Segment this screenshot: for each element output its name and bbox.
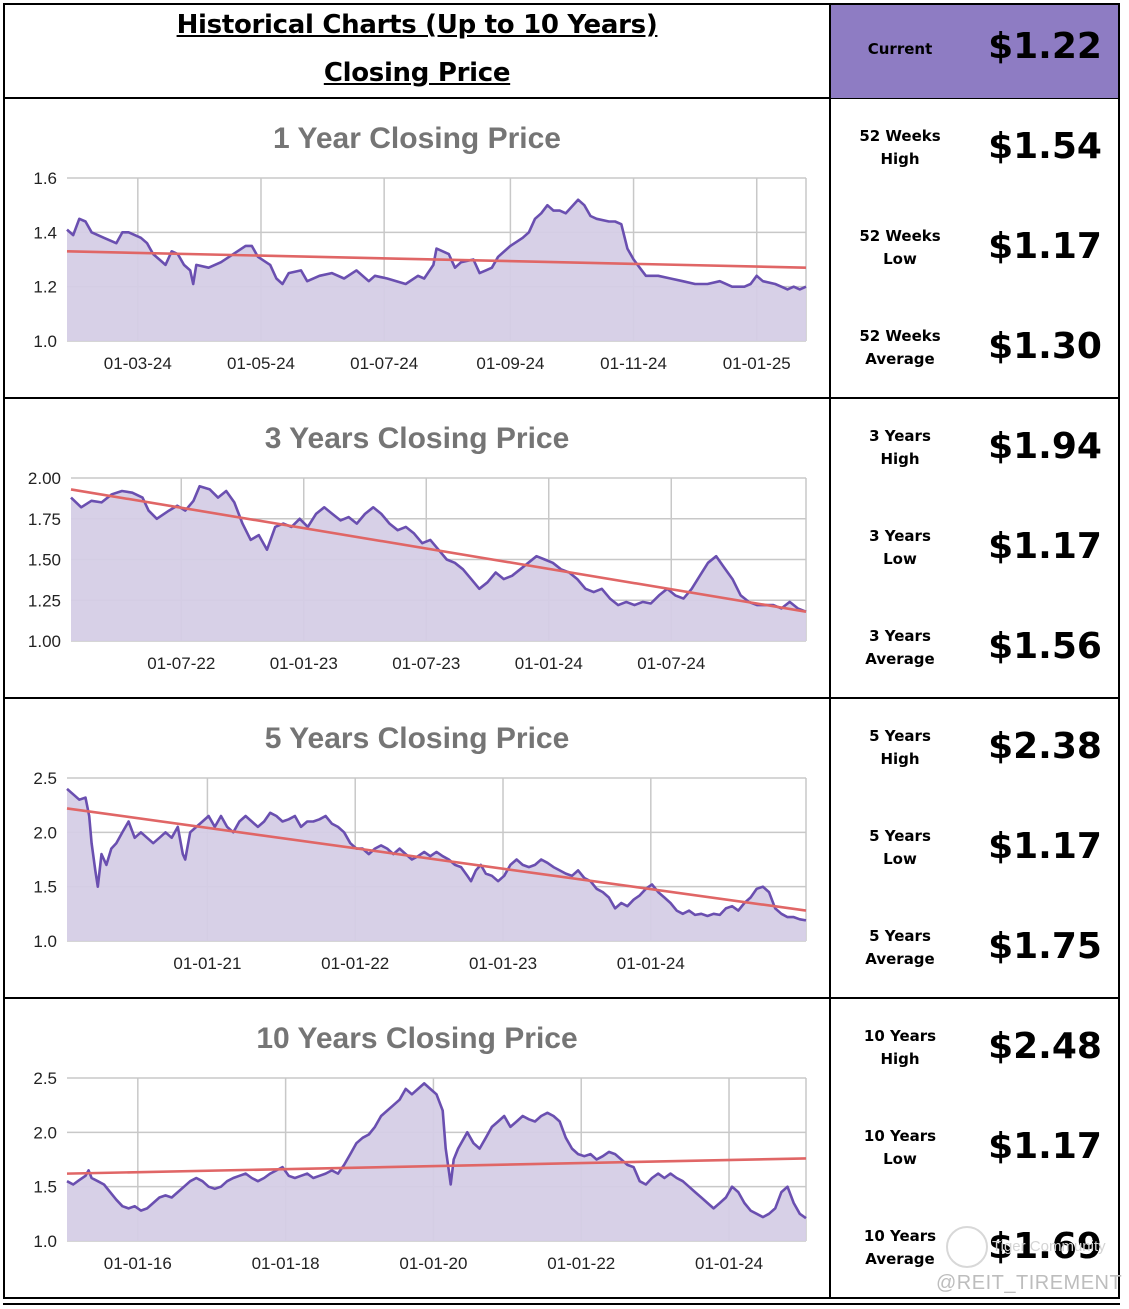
x-tick-label: 01-01-25	[723, 354, 791, 373]
current-value: $1.22	[988, 26, 1102, 67]
watermark-text: Tiger Community	[992, 1238, 1106, 1255]
price-area	[67, 788, 806, 941]
chart-title: 10 Years Closing Price	[256, 1022, 577, 1055]
x-tick-label: 01-01-22	[547, 1254, 615, 1273]
price-line	[70, 484, 807, 613]
x-tick-label: 01-07-24	[350, 354, 418, 373]
stat-value: $1.17	[988, 826, 1102, 867]
y-tick-label: 1.5	[33, 1178, 57, 1197]
x-tick-label: 01-01-23	[469, 954, 537, 973]
x-tick-label: 01-01-23	[270, 654, 338, 673]
x-tick-label: 01-07-22	[147, 654, 215, 673]
trend-line	[66, 1157, 807, 1175]
stat-value: $1.69	[988, 1226, 1102, 1267]
stat-value: $2.48	[988, 1026, 1102, 1067]
x-tick-label: 01-07-23	[392, 654, 460, 673]
y-tick-label: 1.50	[28, 551, 61, 570]
stat-label: 52 Weeks Average	[859, 327, 941, 368]
chart-title: 3 Years Closing Price	[265, 422, 570, 455]
trend-line	[70, 488, 807, 613]
y-tick-label: 2.0	[33, 1123, 57, 1142]
page-title: Historical Charts (Up to 10 Years)	[176, 10, 658, 40]
stat-label: 52 Weeks High	[859, 127, 941, 168]
y-tick-label: 2.5	[33, 1069, 57, 1088]
price-area	[67, 199, 806, 341]
x-tick-label: 01-01-21	[173, 954, 241, 973]
stat-value: $1.30	[988, 326, 1102, 367]
stat-value: $1.17	[988, 226, 1102, 267]
x-tick-label: 01-07-24	[637, 654, 705, 673]
y-tick-label: 1.75	[28, 510, 61, 529]
x-tick-label: 01-01-16	[104, 1254, 172, 1273]
stat-label: 10 Years Average	[863, 1227, 937, 1268]
y-tick-label: 1.4	[33, 223, 57, 242]
stat-label: 10 Years High	[863, 1027, 937, 1068]
stat-value: $1.17	[988, 1126, 1102, 1167]
chart-title: 1 Year Closing Price	[273, 122, 561, 155]
row-divider-1	[3, 397, 1120, 399]
y-tick-label: 1.0	[33, 1232, 57, 1251]
y-tick-label: 1.2	[33, 278, 57, 297]
stat-label: 3 Years Average	[865, 627, 935, 668]
x-tick-label: 01-01-18	[252, 1254, 320, 1273]
trend-line	[66, 807, 807, 912]
y-tick-label: 1.0	[33, 932, 57, 951]
price-line	[66, 1082, 807, 1220]
y-tick-label: 1.6	[33, 169, 57, 188]
y-tick-label: 1.25	[28, 591, 61, 610]
chart-3-years: 3 Years Closing Price 2.00 1.75 1.50 1.25 1.0…	[28, 422, 807, 673]
chart-5-years: 5 Years Closing Price 2.5 2.0 1.5 1.0 01-01-2…	[33, 722, 807, 973]
chart-title: 5 Years Closing Price	[265, 722, 570, 755]
stat-label: 3 Years Low	[869, 527, 931, 568]
stat-label: 52 Weeks Low	[859, 227, 941, 268]
chart-1-year: 1 Year Closing Price 1.6 1.4 1.2 1.0 01-03-24…	[33, 122, 807, 373]
x-tick-label: 01-01-24	[617, 954, 685, 973]
stat-label: 5 Years Low	[869, 827, 931, 868]
watermark-logo-icon	[946, 1226, 988, 1268]
chart-10-years: 10 Years Closing Price 2.5 2.0 1.5 1.0 01-01-…	[33, 1022, 807, 1273]
watermark-handle: @REIT_TIREMENT	[936, 1272, 1123, 1294]
current-label: Current	[867, 40, 933, 58]
x-tick-label: 01-05-24	[227, 354, 295, 373]
stat-value: $1.94	[988, 426, 1102, 467]
x-tick-label: 01-03-24	[104, 354, 172, 373]
y-tick-label: 1.5	[33, 878, 57, 897]
current-price-cell	[831, 5, 1118, 98]
y-tick-label: 1.0	[33, 332, 57, 351]
stat-value: $1.56	[988, 626, 1102, 667]
row-divider-3	[3, 997, 1120, 999]
page-subtitle: Closing Price	[323, 58, 511, 88]
stat-label: 5 Years Average	[865, 927, 935, 968]
y-tick-label: 2.00	[28, 469, 61, 488]
stat-value: $1.17	[988, 526, 1102, 567]
x-tick-label: 01-01-22	[321, 954, 389, 973]
x-tick-label: 01-11-24	[600, 354, 667, 373]
x-tick-label: 01-01-24	[515, 654, 583, 673]
stat-value: $2.38	[988, 726, 1102, 767]
price-area	[71, 486, 806, 641]
x-tick-label: 01-01-24	[695, 1254, 763, 1273]
y-tick-label: 2.0	[33, 823, 57, 842]
trend-line	[66, 250, 807, 269]
y-tick-label: 2.5	[33, 769, 57, 788]
row-divider-2	[3, 697, 1120, 699]
stat-value: $1.54	[988, 126, 1102, 167]
bottom-rule	[3, 1303, 1120, 1305]
table-frame	[3, 3, 1120, 1299]
stat-label: 3 Years High	[869, 427, 931, 468]
price-area	[67, 1083, 806, 1241]
price-line	[66, 787, 807, 922]
column-divider	[829, 3, 831, 1299]
row-divider-header	[3, 97, 1120, 99]
stat-label: 10 Years Low	[863, 1127, 937, 1168]
stat-label: 5 Years High	[869, 727, 931, 768]
stat-value: $1.75	[988, 926, 1102, 967]
x-tick-label: 01-01-20	[399, 1254, 467, 1273]
y-tick-label: 1.00	[28, 632, 61, 651]
x-tick-label: 01-09-24	[476, 354, 544, 373]
